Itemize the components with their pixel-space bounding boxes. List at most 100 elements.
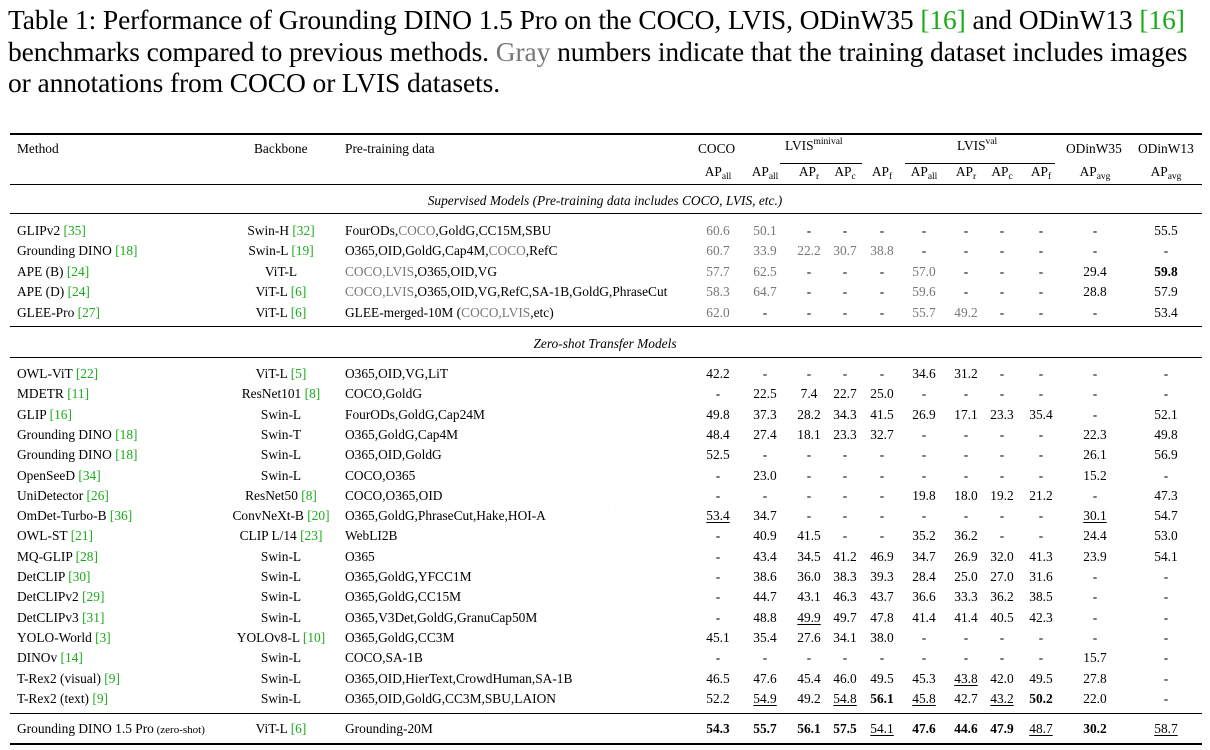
pretraining-cell: GLEE-merged-10M (COCO,LVIS,etc)	[345, 304, 554, 320]
citation-link[interactable]: [36]	[106, 508, 133, 524]
metric-value: -	[1038, 467, 1044, 483]
metric-value: 49.2	[954, 304, 978, 320]
backbone-cell: Swin-L	[260, 670, 302, 686]
table-row: UniDetector [26] ResNet50 [8] COCO,O365,OI…	[0, 486, 1210, 506]
metric-value: 45.8	[912, 690, 936, 706]
pretraining-cell: O365,OID,VG,LiT	[345, 366, 449, 381]
citation-link[interactable]: [6]	[287, 284, 307, 300]
citation-link[interactable]: [29]	[78, 589, 105, 605]
metric-value: -	[1163, 243, 1169, 259]
metric-value: -	[879, 366, 885, 381]
citation-link[interactable]: [19]	[288, 243, 314, 259]
metric-value: -	[1092, 569, 1098, 584]
method-cell: APE (D) [24]	[17, 284, 90, 300]
header-coco: COCO	[698, 141, 736, 156]
metric-value: 52.2	[706, 690, 730, 706]
citation-link[interactable]: [11]	[63, 386, 90, 402]
citation-link[interactable]: [14]	[57, 650, 83, 666]
pretraining-cell: WebLI2B	[345, 528, 398, 544]
citation-link[interactable]: [32]	[289, 223, 315, 238]
metric-value: 60.7	[706, 243, 730, 259]
citation-link[interactable]: [35]	[60, 223, 86, 238]
metric-value: 27.4	[753, 426, 777, 442]
metric-value: -	[999, 263, 1005, 279]
citation-link[interactable]: [24]	[63, 263, 90, 279]
method-cell: APE (B) [24]	[17, 263, 90, 279]
metric-header: APall	[751, 164, 779, 182]
metric-value: -	[1038, 243, 1044, 259]
backbone-cell: Swin-L	[260, 548, 302, 564]
metric-value: -	[999, 508, 1005, 524]
metric-value: 30.2	[1083, 721, 1107, 736]
backbone-cell: Swin-L	[260, 467, 302, 483]
metric-value: -	[921, 629, 927, 645]
metric-value: 54.3	[706, 721, 730, 736]
header-odinw13: ODinW13	[1138, 141, 1194, 156]
metric-value: -	[879, 263, 885, 279]
metric-value: -	[715, 467, 721, 483]
citation-link[interactable]: [3]	[91, 629, 111, 645]
metric-value: -	[715, 589, 721, 605]
citation-link[interactable]: [34]	[75, 467, 101, 483]
caption-ref-link[interactable]: [16]	[1139, 4, 1185, 35]
citation-link[interactable]: [23]	[296, 528, 323, 544]
citation-link[interactable]: [5]	[287, 366, 307, 381]
citation-link[interactable]: [9]	[100, 670, 120, 686]
metric-value: 24.4	[1083, 528, 1107, 544]
header-odinw35: ODinW35	[1066, 141, 1122, 156]
citation-link[interactable]: [27]	[74, 304, 100, 320]
citation-link[interactable]: [22]	[72, 366, 99, 381]
citation-link[interactable]: [30]	[64, 569, 91, 584]
citation-link[interactable]: [8]	[301, 386, 321, 402]
metric-value: 59.6	[912, 284, 936, 300]
metric-value: 28.4	[912, 569, 936, 584]
metric-value: -	[1038, 629, 1044, 645]
metric-value: -	[842, 487, 848, 503]
citation-link[interactable]: [26]	[83, 487, 109, 503]
metric-value: -	[1038, 263, 1044, 279]
metric-value: -	[1038, 447, 1044, 463]
metric-value: 56.1	[870, 690, 894, 706]
citation-link[interactable]: [18]	[111, 447, 138, 463]
citation-link[interactable]: [31]	[78, 609, 105, 625]
metric-value: 30.7	[833, 243, 857, 259]
metric-value: -	[1163, 609, 1169, 625]
method-cell: Grounding DINO [18]	[17, 447, 138, 463]
metric-value: -	[762, 650, 768, 666]
citation-link[interactable]: [16]	[46, 406, 72, 422]
metric-value: 38.6	[753, 569, 777, 584]
caption-ref-link[interactable]: [16]	[920, 4, 966, 35]
citation-link[interactable]: [18]	[111, 426, 138, 442]
method-cell: DINOv [14]	[17, 650, 83, 666]
metric-value: 33.3	[954, 589, 978, 605]
metric-value: -	[1092, 406, 1098, 422]
pretraining-cell: O365,GoldG,CC15M	[345, 589, 462, 605]
citation-link[interactable]: [24]	[64, 284, 90, 300]
pretraining-cell: O365,GoldG,Cap4M	[345, 426, 459, 442]
metric-value: 44.6	[954, 721, 978, 736]
citation-link[interactable]: [18]	[111, 243, 138, 259]
citation-link[interactable]: [8]	[297, 487, 317, 503]
metric-value: -	[999, 243, 1005, 259]
metric-value: -	[999, 426, 1005, 442]
metric-value: 42.3	[1029, 609, 1053, 625]
metric-value: -	[1038, 426, 1044, 442]
metric-value: 49.5	[1029, 670, 1053, 686]
citation-link[interactable]: [20]	[303, 508, 330, 524]
citation-link[interactable]: [6]	[287, 304, 307, 320]
metric-value: 23.0	[753, 467, 777, 483]
citation-link[interactable]: [21]	[67, 528, 94, 544]
method-cell: UniDetector [26]	[17, 487, 109, 503]
citation-link[interactable]: [9]	[89, 690, 108, 706]
metric-value: -	[879, 284, 885, 300]
citation-link[interactable]: [6]	[287, 721, 307, 736]
metric-value: -	[842, 447, 848, 463]
header-method: Method	[17, 141, 59, 156]
citation-link[interactable]: [28]	[72, 548, 98, 564]
metric-value: 33.9	[753, 243, 777, 259]
metric-value: -	[842, 304, 848, 320]
pretraining-cell: FourODs,GoldG,Cap24M	[345, 406, 485, 422]
metric-header: APf	[871, 164, 893, 182]
citation-link[interactable]: [10]	[299, 629, 326, 645]
caption-gray-word: Gray	[495, 35, 551, 67]
